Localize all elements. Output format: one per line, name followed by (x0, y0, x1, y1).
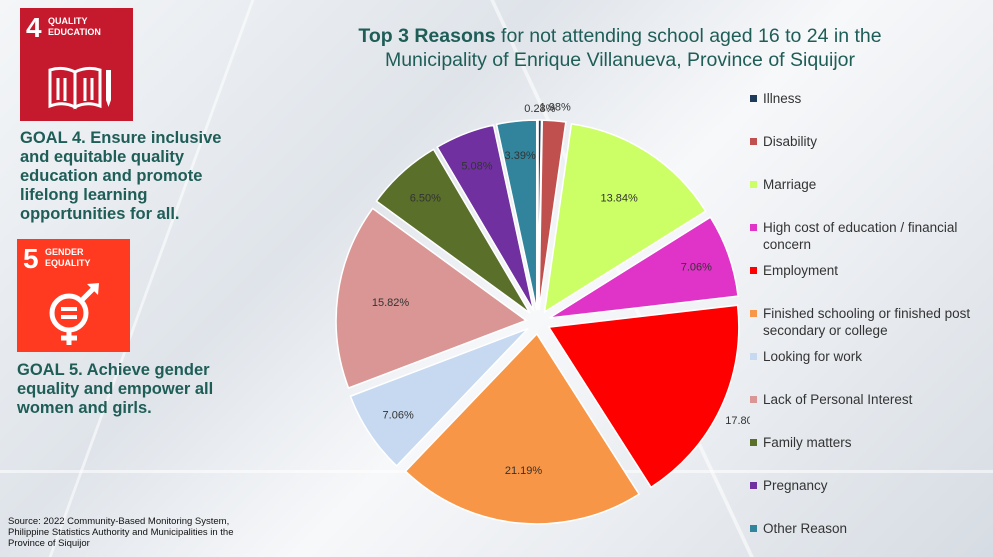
pie-slice-marriage (543, 123, 707, 314)
pie-data-label: 15.82% (372, 297, 410, 309)
legend-label: Looking for work (763, 349, 863, 364)
pie-data-label: 17.80% (725, 415, 750, 427)
legend-swatch (750, 396, 757, 403)
book-pencil-icon (48, 66, 111, 110)
legend-label: Finished schooling or finished post seco… (763, 306, 971, 338)
chart-title-line2: Municipality of Enrique Villanueva, Prov… (384, 49, 856, 71)
legend-swatch (750, 353, 757, 360)
legend-label: Other Reason (763, 521, 848, 536)
pie-slice-high-cost-of-education-financial-concern (548, 216, 739, 319)
pie-slice-pregnancy (436, 124, 535, 312)
legend-swatch (750, 482, 757, 489)
legend-label: Marriage (763, 177, 817, 192)
legend-swatch (750, 224, 757, 231)
chart-title-rest: for not attending school aged 16 to 24 i… (495, 25, 882, 47)
legend-item: Marriage (750, 176, 985, 193)
pie-chart: 0.28%1.98% 13.84% 7.06% 17.80% 21.19% 7.06% 15… (335, 102, 750, 525)
legend-swatch (750, 138, 757, 145)
pie-slice-illness (537, 119, 543, 311)
legend-label: Employment (763, 263, 839, 278)
legend-item: Finished schooling or finished post seco… (750, 305, 985, 339)
source-note: Source: 2022 Community-Based Monitoring … (8, 516, 234, 549)
sdg5-label: GENDER EQUALITY (45, 247, 91, 268)
pie-slice-looking-for-work (349, 327, 529, 467)
legend-label: Lack of Personal Interest (763, 392, 913, 407)
pie-slice-family-matters (375, 148, 531, 314)
legend-label: Illness (763, 91, 802, 106)
legend-label: Family matters (763, 435, 852, 450)
legend-swatch (750, 525, 757, 532)
pie-slice-finished-schooling-or-finished-post-secondary-or-college (404, 332, 641, 525)
pie-slice-other-reason (495, 119, 538, 311)
legend-swatch (750, 181, 757, 188)
legend-label: Disability (763, 134, 818, 149)
legend-item: Looking for work (750, 348, 985, 365)
chart-title-bold: Top 3 Reasons (358, 25, 496, 47)
sdg5-number: 5 (23, 243, 39, 274)
legend-swatch (750, 439, 757, 446)
pie-data-label: 1.98% (540, 102, 571, 114)
legend-item: Employment (750, 262, 985, 279)
pie-data-label: 21.19% (505, 465, 543, 477)
pie-slice-employment (547, 304, 740, 489)
pie-data-label: 7.06% (681, 261, 712, 273)
legend-swatch (750, 267, 757, 274)
legend-label: Pregnancy (763, 478, 828, 493)
sdg5-logo: 5 GENDER EQUALITY (17, 239, 130, 352)
gender-equality-icon (49, 283, 99, 345)
legend-item: High cost of education / financial conce… (750, 219, 985, 253)
goal4-text: GOAL 4. Ensure inclusive and equitable q… (20, 129, 222, 223)
pie-data-label: 5.08% (461, 161, 492, 173)
legend-item: Other Reason (750, 520, 985, 537)
pie-data-label: 0.28% (524, 103, 555, 115)
sdg4-number: 4 (26, 12, 42, 43)
legend-swatch (750, 310, 757, 317)
legend-label: High cost of education / financial conce… (763, 220, 958, 252)
pie-slice-disability (538, 119, 567, 311)
pie-slice-lack-of-personal-interest (335, 207, 528, 389)
legend-item: Family matters (750, 434, 985, 451)
chart-title: Top 3 Reasons for not attending school a… (300, 24, 940, 72)
sdg4-logo: 4 QUALITY EDUCATION (20, 8, 133, 121)
goal5-text: GOAL 5. Achieve gender equality and empo… (17, 361, 214, 417)
legend-item: Pregnancy (750, 477, 985, 494)
legend-item: Illness (750, 90, 985, 107)
sdg4-label: QUALITY EDUCATION (48, 16, 101, 37)
pie-data-label: 13.84% (600, 192, 638, 204)
pie-data-label: 7.06% (383, 410, 414, 422)
pie-data-label: 6.50% (410, 193, 441, 205)
legend-swatch (750, 95, 757, 102)
legend-item: Disability (750, 133, 985, 150)
legend-item: Lack of Personal Interest (750, 391, 985, 408)
pie-data-label: 3.39% (505, 150, 536, 162)
